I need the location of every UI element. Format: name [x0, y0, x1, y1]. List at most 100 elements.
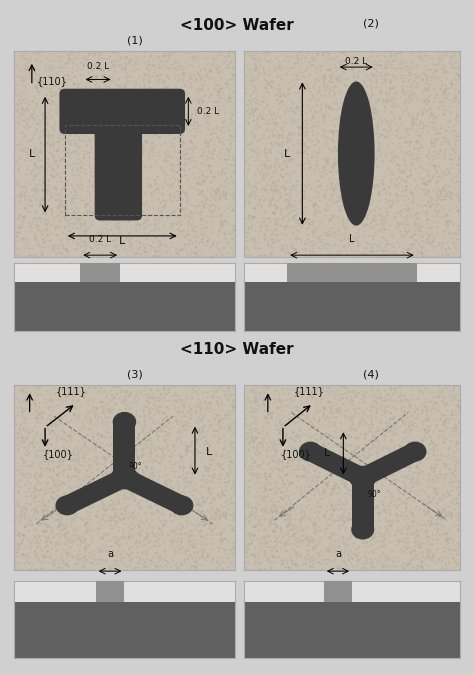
Point: [424, 83, 432, 94]
Point: [15, 213, 23, 224]
Point: [171, 457, 179, 468]
Point: [405, 474, 413, 485]
Point: [96, 230, 103, 241]
Point: [275, 410, 283, 421]
Point: [385, 183, 393, 194]
Point: [111, 66, 118, 77]
Point: [62, 431, 70, 441]
Point: [11, 526, 18, 537]
Point: [135, 209, 143, 219]
Point: [275, 389, 283, 400]
Point: [42, 208, 49, 219]
Point: [291, 200, 299, 211]
Point: [440, 193, 448, 204]
Point: [172, 411, 179, 422]
Point: [347, 396, 355, 407]
Point: [283, 537, 290, 547]
Point: [444, 242, 452, 252]
Point: [255, 148, 263, 159]
Point: [30, 506, 38, 517]
Point: [304, 465, 311, 476]
Point: [453, 468, 460, 479]
Point: [164, 246, 171, 256]
Point: [15, 152, 22, 163]
Point: [355, 190, 363, 200]
Point: [273, 439, 280, 450]
Point: [225, 92, 232, 103]
Point: [327, 68, 335, 79]
Point: [190, 69, 198, 80]
Point: [381, 473, 389, 484]
Point: [40, 524, 47, 535]
Point: [74, 153, 82, 163]
Point: [128, 88, 135, 99]
Point: [453, 406, 461, 417]
Point: [438, 80, 446, 90]
Point: [428, 513, 436, 524]
Point: [246, 527, 253, 538]
Point: [35, 458, 43, 469]
Point: [179, 405, 186, 416]
Point: [17, 429, 25, 440]
Point: [356, 552, 364, 563]
Point: [305, 500, 313, 511]
Point: [122, 385, 130, 396]
Point: [191, 483, 199, 494]
Point: [140, 68, 147, 79]
Point: [168, 391, 176, 402]
Point: [193, 87, 201, 98]
Point: [330, 183, 338, 194]
Point: [65, 246, 73, 257]
Point: [199, 250, 207, 261]
Point: [254, 396, 262, 406]
Point: [39, 113, 46, 124]
Point: [154, 406, 162, 417]
Point: [30, 230, 38, 240]
Point: [209, 160, 216, 171]
Point: [339, 536, 347, 547]
Point: [67, 46, 75, 57]
Point: [148, 189, 156, 200]
Point: [55, 194, 62, 205]
Point: [98, 562, 105, 573]
Point: [387, 518, 394, 529]
Point: [84, 406, 91, 416]
Point: [405, 419, 413, 430]
Point: [59, 464, 66, 475]
Point: [79, 449, 87, 460]
Point: [260, 470, 267, 481]
Point: [48, 487, 55, 497]
Point: [245, 212, 253, 223]
Point: [390, 479, 398, 490]
Point: [153, 170, 161, 181]
Point: [252, 146, 260, 157]
Point: [246, 209, 253, 220]
Point: [105, 144, 113, 155]
Point: [169, 379, 176, 390]
Point: [266, 147, 273, 158]
Point: [192, 108, 200, 119]
Point: [145, 247, 152, 258]
Point: [92, 522, 100, 533]
Point: [301, 145, 309, 156]
Point: [59, 519, 66, 530]
Point: [423, 545, 430, 556]
Point: [178, 244, 185, 254]
Point: [117, 460, 124, 470]
Point: [227, 117, 235, 128]
Point: [310, 486, 318, 497]
Point: [290, 209, 298, 220]
Point: [41, 200, 49, 211]
Point: [167, 163, 175, 173]
Point: [348, 62, 356, 73]
Point: [45, 551, 53, 562]
Point: [123, 400, 131, 410]
Point: [356, 198, 364, 209]
Point: [269, 130, 276, 140]
Point: [21, 414, 29, 425]
Point: [360, 551, 367, 562]
Point: [295, 160, 302, 171]
Point: [131, 150, 139, 161]
Point: [362, 558, 370, 568]
Point: [154, 408, 162, 418]
